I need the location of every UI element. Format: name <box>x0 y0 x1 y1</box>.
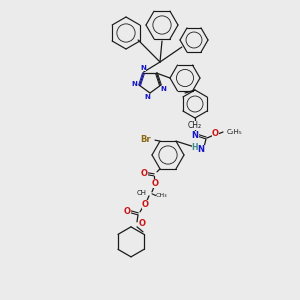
Text: O: O <box>212 130 218 139</box>
Text: CH: CH <box>137 190 147 196</box>
Text: O: O <box>124 207 130 216</box>
Text: N: N <box>197 145 205 154</box>
Text: N: N <box>144 94 150 100</box>
Text: N: N <box>191 130 199 140</box>
Text: N: N <box>132 81 138 87</box>
Text: N: N <box>141 65 146 71</box>
Text: O: O <box>140 169 148 178</box>
Text: O: O <box>139 219 146 228</box>
Text: Br: Br <box>140 135 151 144</box>
Text: O: O <box>142 200 148 209</box>
Text: N: N <box>160 86 166 92</box>
Text: H: H <box>191 143 198 152</box>
Text: CH₂: CH₂ <box>188 121 202 130</box>
Text: O: O <box>152 179 158 188</box>
Text: CH₃: CH₃ <box>156 194 168 198</box>
Text: C₂H₅: C₂H₅ <box>227 129 243 135</box>
